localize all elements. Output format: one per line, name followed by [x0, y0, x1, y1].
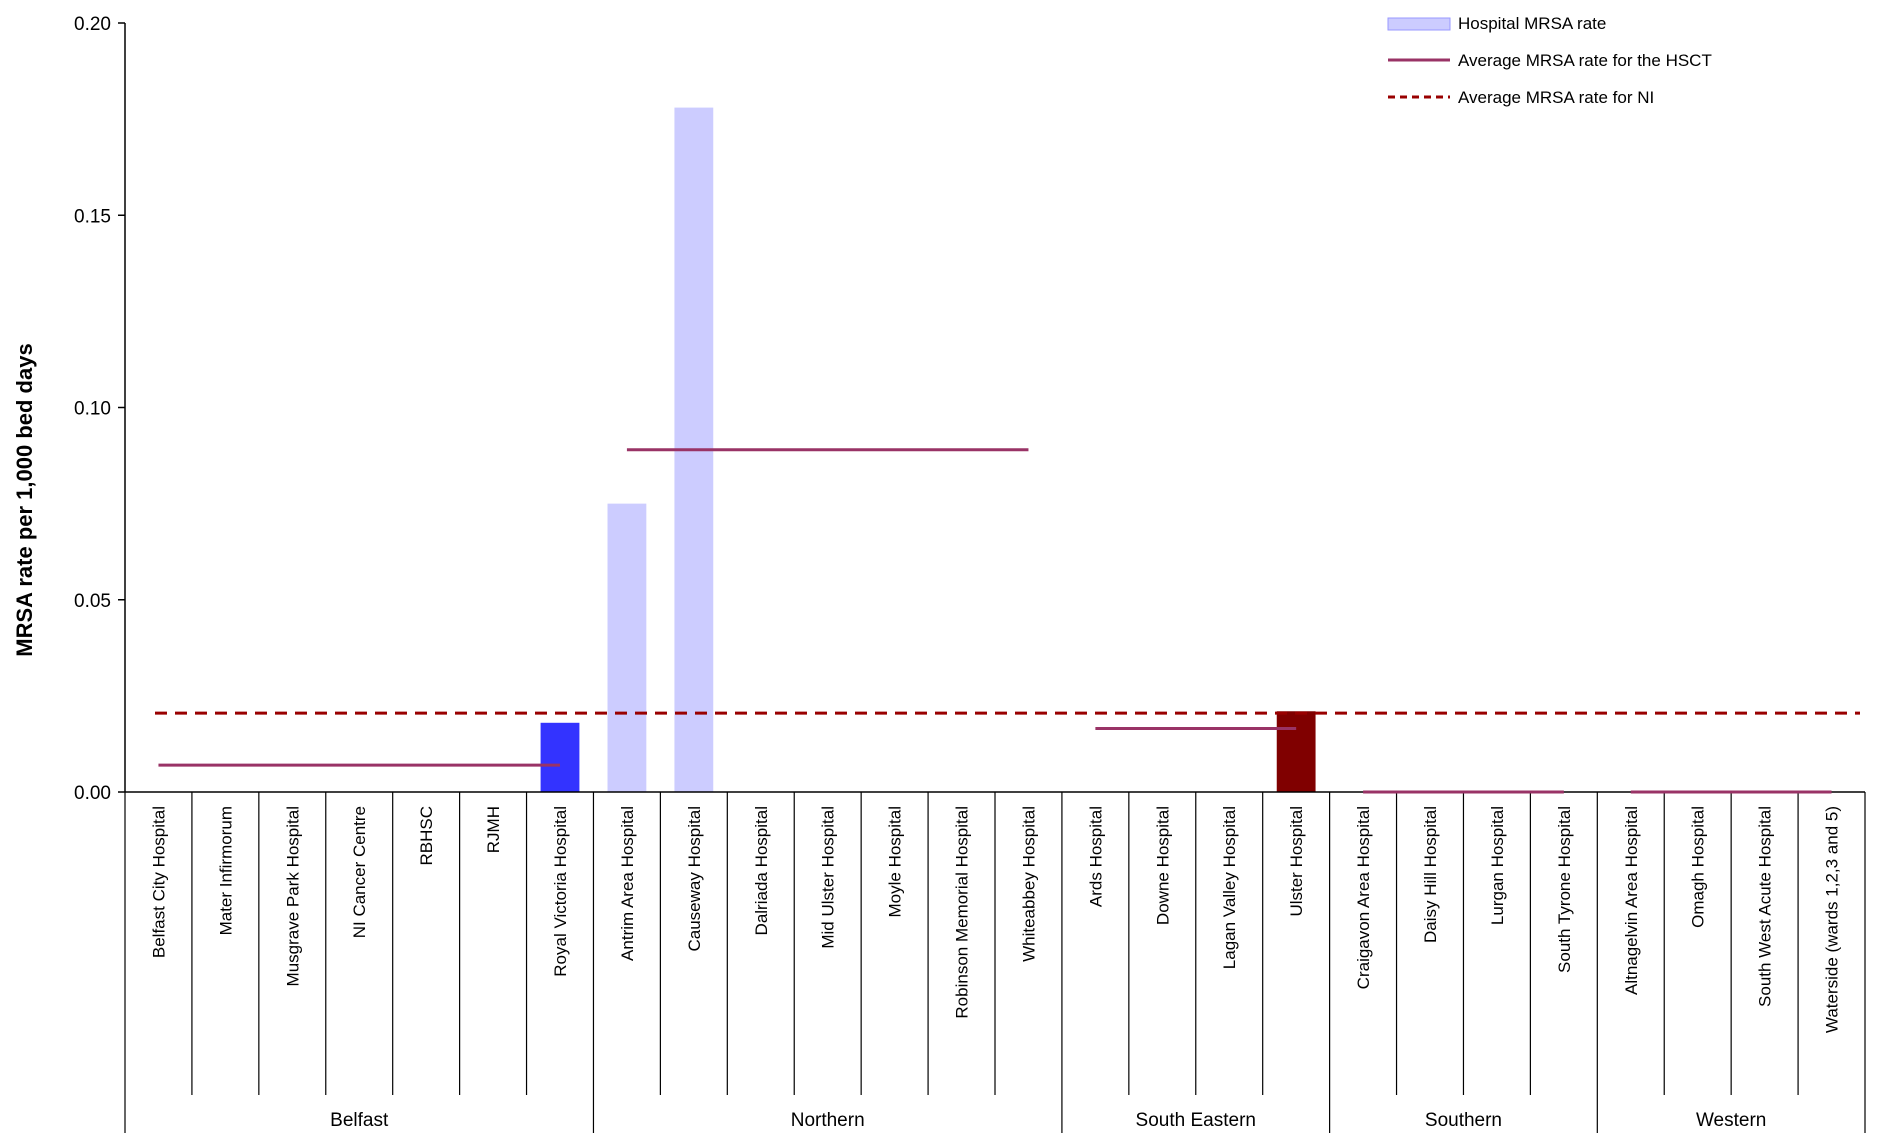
bar-6	[540, 722, 580, 792]
x-category-label-16: Lagan Valley Hospital	[1220, 806, 1239, 969]
x-category-label-2: Musgrave Park Hospital	[283, 806, 302, 986]
legend-swatch-hospital-rate	[1387, 17, 1451, 31]
legend-label-hsct-average: Average MRSA rate for the HSCT	[1458, 51, 1712, 70]
x-category-label-22: Altnagelvin Area Hospital	[1622, 806, 1641, 995]
x-category-label-3: NI Cancer Centre	[350, 806, 369, 938]
x-category-label-7: Antrim Area Hospital	[618, 806, 637, 961]
x-category-label-25: Waterside (wards 1,2,3 and 5)	[1823, 806, 1842, 1033]
x-category-label-18: Craigavon Area Hospital	[1354, 806, 1373, 989]
group-label-3: Southern	[1425, 1110, 1502, 1131]
group-label-2: South Eastern	[1136, 1110, 1256, 1131]
x-category-label-13: Whiteabbey Hospital	[1019, 806, 1038, 962]
y-tick-label-4: 0.20	[74, 14, 111, 35]
x-category-label-12: Robinson Memorial Hospital	[953, 806, 972, 1019]
y-tick-label-1: 0.05	[74, 591, 111, 612]
legend-label-ni-average: Average MRSA rate for NI	[1458, 88, 1654, 107]
x-category-label-24: South West Acute Hospital	[1756, 806, 1775, 1007]
x-category-label-20: Lurgan Hospital	[1488, 806, 1507, 925]
bar-17	[1276, 711, 1316, 792]
x-category-label-11: Moyle Hospital	[886, 806, 905, 918]
x-category-label-9: Dalriada Hospital	[752, 806, 771, 935]
x-category-label-17: Ulster Hospital	[1287, 806, 1306, 917]
group-label-1: Northern	[791, 1110, 865, 1131]
x-category-label-5: RJMH	[484, 806, 503, 853]
x-category-label-1: Mater Infirmorum	[216, 806, 235, 935]
y-tick-label-2: 0.10	[74, 399, 111, 420]
y-tick-label-3: 0.15	[74, 206, 111, 227]
y-tick-label-0: 0.00	[74, 783, 111, 804]
x-category-label-21: South Tyrone Hospital	[1555, 806, 1574, 973]
x-category-label-8: Causeway Hospital	[685, 806, 704, 952]
x-category-label-0: Belfast City Hospital	[149, 806, 168, 958]
x-category-label-4: RBHSC	[417, 806, 436, 866]
x-category-label-23: Omagh Hospital	[1689, 806, 1708, 928]
group-label-0: Belfast	[330, 1110, 389, 1131]
x-category-label-14: Ards Hospital	[1086, 806, 1105, 907]
x-category-label-6: Royal Victoria Hospital	[551, 806, 570, 977]
x-category-label-19: Daisy Hill Hospital	[1421, 806, 1440, 943]
bar-7	[607, 503, 647, 792]
x-category-label-10: Mid Ulster Hospital	[819, 806, 838, 949]
legend-label-hospital-rate: Hospital MRSA rate	[1458, 14, 1606, 33]
legend: Hospital MRSA rate Average MRSA rate for…	[1387, 14, 1712, 107]
group-label-4: Western	[1696, 1110, 1766, 1131]
x-category-label-15: Downe Hospital	[1153, 806, 1172, 925]
y-axis-label: MRSA rate per 1,000 bed days	[12, 343, 37, 656]
